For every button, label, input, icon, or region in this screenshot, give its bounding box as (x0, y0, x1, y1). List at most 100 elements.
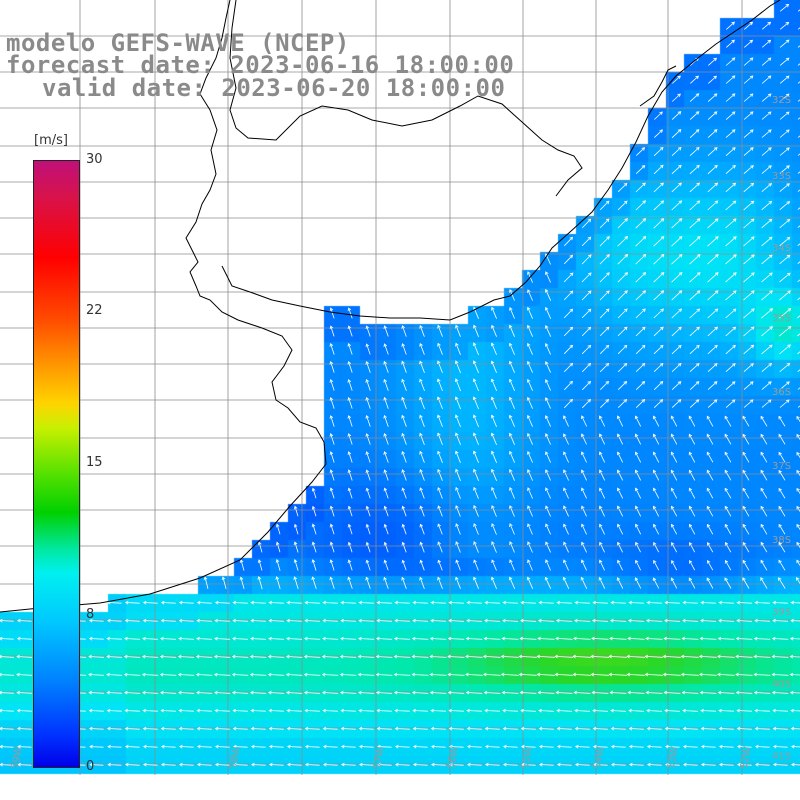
wind-arrow (689, 524, 696, 535)
wind-arrow-head (755, 744, 759, 749)
wind-arrow (653, 363, 664, 372)
wind-arrow-head (286, 600, 291, 605)
wind-arrow-head (695, 399, 700, 403)
wind-arrow-head (250, 600, 255, 605)
wind-arrow-head (695, 129, 700, 133)
wind-arrow-head (88, 690, 92, 695)
wind-arrow (455, 577, 461, 589)
wind-arrow-head (695, 75, 699, 80)
wind-arrow (527, 415, 533, 427)
wind-arrow-head (0, 690, 2, 695)
wind-arrow-head (786, 363, 791, 367)
wind-arrow (724, 488, 732, 499)
wind-arrow-head (341, 762, 345, 767)
wind-arrow (437, 541, 443, 553)
wind-arrow (573, 656, 591, 658)
wind-arrow-head (329, 469, 334, 473)
wind-arrow-head (768, 183, 773, 187)
wind-arrow (413, 728, 428, 730)
wind-arrow (743, 381, 754, 390)
wind-arrow (575, 764, 590, 766)
wind-arrow (599, 488, 606, 499)
wind-arrow (431, 710, 447, 712)
wind-arrow (160, 692, 177, 694)
wind-arrow (653, 182, 664, 193)
wind-arrow (276, 576, 281, 590)
wind-arrow-head (509, 541, 513, 545)
wind-arrow-head (268, 618, 272, 623)
wind-arrow-head (767, 93, 772, 98)
wind-arrow (689, 399, 699, 408)
wind-arrow (348, 361, 353, 373)
wind-arrow (268, 674, 285, 676)
wind-arrow-head (178, 708, 182, 713)
wind-arrow (689, 308, 700, 319)
wind-arrow (797, 225, 800, 228)
wind-arrow-head (754, 600, 759, 605)
wind-arrow (617, 254, 628, 265)
wind-arrow (700, 710, 717, 712)
wind-arrow-head (437, 487, 441, 491)
wind-arrow-head (646, 744, 651, 749)
wind-arrow-head (490, 378, 495, 383)
wind-arrow (287, 710, 302, 712)
wind-arrow (348, 433, 353, 445)
wind-arrow (575, 602, 590, 604)
wind-arrow-head (251, 762, 255, 767)
wind-arrow-head (545, 433, 549, 437)
wind-arrow (663, 656, 681, 658)
wind-arrow (563, 505, 569, 517)
wind-arrow-head (696, 164, 700, 169)
wind-arrow-head (527, 523, 531, 528)
wind-arrow (394, 638, 411, 640)
wind-arrow (196, 638, 213, 640)
wind-arrow-head (670, 415, 675, 420)
wind-arrow-head (347, 505, 352, 510)
wind-arrow (431, 746, 446, 748)
wind-arrow-head (430, 600, 435, 605)
wind-arrow-head (706, 415, 711, 420)
wind-arrow (672, 93, 681, 102)
wind-arrow-head (376, 708, 380, 713)
wind-arrow (323, 620, 338, 622)
wind-arrow-head (142, 726, 147, 731)
wind-arrow (744, 39, 753, 48)
wind-arrow-head (611, 762, 615, 767)
wind-arrow (797, 297, 800, 301)
wind-arrow (790, 674, 800, 676)
wind-arrow-head (670, 505, 675, 510)
wind-arrow (437, 325, 443, 337)
wind-arrow (304, 638, 321, 640)
wind-arrow-head (645, 636, 649, 641)
wind-arrow (791, 602, 800, 604)
wind-arrow (527, 487, 533, 499)
wind-arrow (294, 506, 299, 517)
wind-arrow-head (502, 726, 507, 731)
wind-arrow-head (641, 362, 646, 367)
wind-arrow-head (466, 618, 470, 623)
wind-arrow (455, 378, 461, 392)
wind-arrow-head (347, 415, 352, 419)
wind-arrow (761, 381, 772, 390)
wind-arrow-head (358, 726, 363, 731)
wind-arrow-head (508, 414, 513, 419)
wind-arrow-head (16, 672, 20, 677)
wind-arrow-head (713, 75, 717, 80)
wind-arrow-head (429, 672, 433, 677)
wind-arrow (778, 470, 786, 481)
wind-arrow (0, 620, 14, 622)
wind-arrow-head (124, 726, 129, 731)
wind-arrow-head (455, 324, 459, 329)
wind-arrow (700, 692, 717, 694)
wind-arrow (545, 433, 551, 445)
wind-arrow-head (538, 618, 542, 623)
wind-arrow (348, 506, 353, 517)
wind-arrow (322, 638, 339, 640)
wind-arrow-head (796, 433, 800, 438)
wind-arrow-head (383, 505, 388, 510)
wind-arrow-head (455, 414, 459, 419)
wind-arrow-head (732, 308, 737, 313)
wind-arrow (593, 746, 608, 748)
wind-arrow-head (329, 487, 334, 492)
wind-arrow (348, 488, 353, 499)
